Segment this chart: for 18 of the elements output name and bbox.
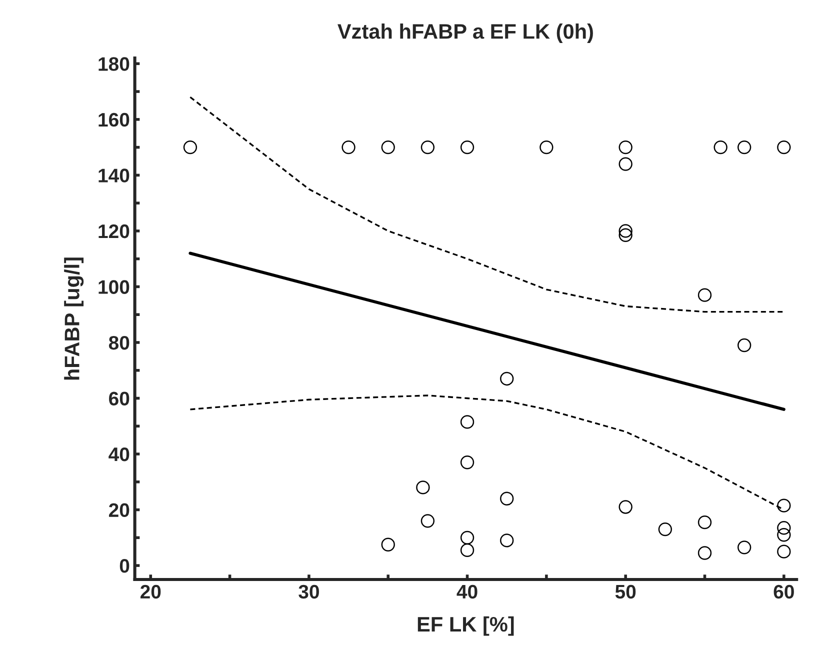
y-axis-title: hFABP [ug/l] [64, 258, 84, 380]
y-tick-label: 160 [98, 112, 130, 127]
x-axis-title: EF LK [%] [418, 616, 514, 636]
y-tick-label: 140 [98, 168, 130, 182]
x-tick-label: 20 [140, 584, 161, 599]
y-tick-label: 40 [108, 447, 130, 462]
x-tick-label: 30 [298, 584, 319, 599]
y-tick-label: 180 [98, 57, 130, 71]
y-tick-label: 100 [98, 280, 130, 294]
x-tick-label: 40 [456, 584, 478, 599]
chart-title: Vztah hFABP a EF LK (0h) [338, 24, 593, 43]
y-tick-label: 60 [109, 392, 130, 406]
y-tick-label: 120 [98, 224, 130, 238]
y-tick-label: 0 [120, 559, 130, 573]
y-tick-label: 20 [108, 503, 130, 518]
x-tick-label: 60 [774, 584, 794, 599]
x-tick-label: 50 [615, 584, 636, 599]
y-tick-label: 80 [108, 336, 130, 350]
